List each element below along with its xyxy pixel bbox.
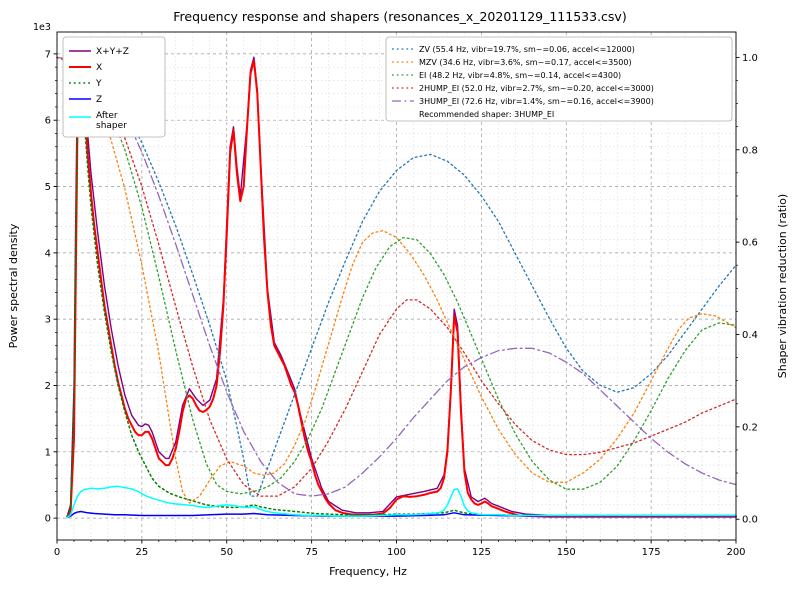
axis-ticks: 0 25 50 75 100 125 150 175 200 0 1 2 3 4 5 6 7 0.0 0.2 0.4 0…: [45, 49, 758, 558]
y-left-tick-label: 6: [45, 116, 51, 127]
series-y-line: [66, 79, 737, 518]
y-right-tick-label: 0.2: [742, 422, 758, 433]
y-right-tick-label: 1.0: [742, 53, 758, 64]
x-tick-label: 75: [305, 547, 318, 558]
series-x-y-z-line: [66, 53, 737, 517]
series-ei-line: [56, 56, 737, 495]
y-left-tick-label: 7: [45, 49, 51, 60]
x-tick-label: 50: [220, 547, 233, 558]
y-right-tick-label: 0.4: [742, 330, 758, 341]
legend-label-x-y-z: X+Y+Z: [96, 47, 129, 57]
y-left-tick-label: 5: [45, 182, 51, 193]
series-zv-line: [56, 56, 737, 497]
legend-label-mzv: MZV (34.6 Hz, vibr=3.6%, sm~=0.17, accel…: [419, 58, 632, 67]
legend-label-zv: ZV (55.4 Hz, vibr=19.7%, sm~=0.06, accel…: [419, 45, 635, 54]
y-left-tick-label: 3: [45, 315, 51, 326]
series-3hump-ei-line: [56, 56, 737, 497]
y-right-tick-label: 0.8: [742, 145, 758, 156]
y-left-tick-label: 2: [45, 381, 51, 392]
y-left-tick-label: 4: [45, 248, 51, 259]
x-tick-label: 125: [472, 547, 491, 558]
recommended-shaper-text: Recommended shaper: 3HUMP_EI: [419, 110, 554, 119]
legend-label-after-shaper: shaper: [96, 121, 127, 131]
legend-label-x: X: [96, 63, 102, 73]
legend-label-3hump-ei: 3HUMP_EI (72.6 Hz, vibr=1.4%, sm~=0.16, …: [419, 97, 654, 106]
x-axis-label: Frequency, Hz: [329, 565, 407, 578]
legend-label-y: Y: [95, 79, 102, 89]
x-tick-label: 0: [54, 547, 60, 558]
series-mzv-line: [56, 56, 737, 504]
y-axis-offset-text: 1e3: [33, 22, 51, 33]
y-right-tick-label: 0.0: [742, 515, 758, 526]
y-left-tick-label: 0: [45, 514, 51, 525]
y-left-tick-label: 1: [45, 447, 51, 458]
legend-label-after-shaper: After: [96, 111, 118, 121]
x-tick-label: 100: [387, 547, 406, 558]
legend-label-2hump-ei: 2HUMP_EI (52.0 Hz, vibr=2.7%, sm~=0.20, …: [419, 84, 654, 93]
legend-shapers: ZV (55.4 Hz, vibr=19.7%, sm~=0.06, accel…: [385, 36, 733, 122]
x-tick-label: 25: [136, 547, 149, 558]
x-tick-label: 200: [726, 547, 745, 558]
x-tick-label: 175: [642, 547, 661, 558]
legend-label-ei: EI (48.2 Hz, vibr=4.8%, sm~=0.14, accel<…: [419, 71, 621, 80]
series-x-line: [66, 59, 737, 518]
x-tick-label: 150: [557, 547, 576, 558]
legend-label-z: Z: [96, 95, 102, 105]
series-after-shaper-line: [66, 485, 737, 519]
chart-title: Frequency response and shapers (resonanc…: [173, 9, 627, 24]
y-right-tick-label: 0.6: [742, 238, 758, 249]
